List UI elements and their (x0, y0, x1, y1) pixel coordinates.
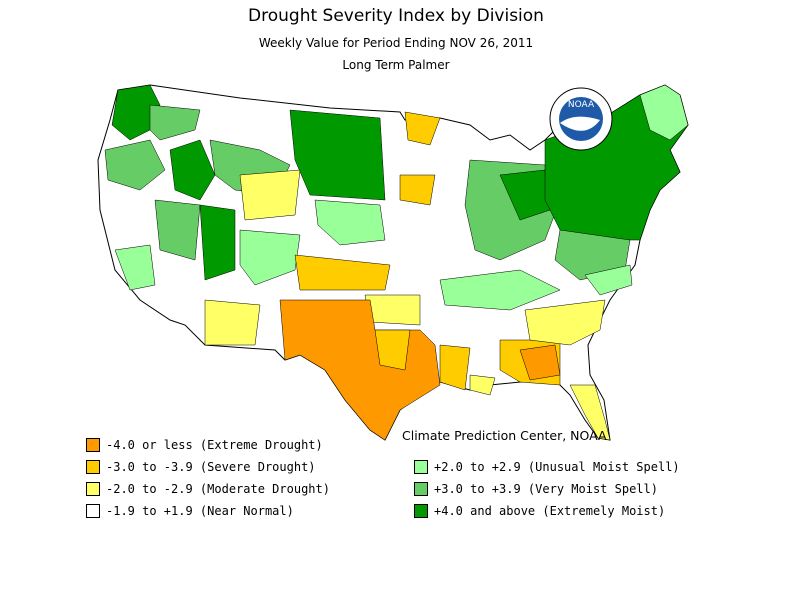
index-name: Long Term Palmer (342, 58, 450, 72)
region-nevada-moist (154, 199, 201, 261)
region-colorado-moist (239, 229, 301, 286)
logo-text: NOAA (568, 100, 595, 110)
legend-item-extremely-moist: +4.0 and above (Extremely Moist) (414, 503, 665, 519)
region-gulf-moderate (469, 374, 496, 396)
legend-label: -3.0 to -3.9 (Severe Drought) (106, 460, 316, 474)
legend-swatch (414, 460, 428, 474)
legend-label: +4.0 and above (Extremely Moist) (434, 504, 666, 518)
legend-swatch (86, 460, 100, 474)
region-dakotas-moist (289, 109, 386, 201)
region-georgia-extreme (519, 344, 561, 381)
legend-item-very-moist: +3.0 to +3.9 (Very Moist Spell) (414, 481, 658, 497)
region-carolina-moist (584, 264, 633, 296)
legend-swatch (86, 438, 100, 452)
noaa-logo: NOAA (549, 87, 613, 151)
region-iowa-severe (399, 174, 436, 206)
legend-swatch (86, 482, 100, 496)
region-southeast-moderate (524, 299, 606, 346)
legend-item-moderate-drought: -2.0 to -2.9 (Moderate Drought) (86, 481, 330, 497)
legend-item-unusual-moist: +2.0 to +2.9 (Unusual Moist Spell) (414, 459, 680, 475)
region-wyoming-moderate (239, 169, 301, 221)
region-kansas-severe (294, 254, 391, 291)
legend-label: -2.0 to -2.9 (Moderate Drought) (106, 482, 330, 496)
legend-label: +3.0 to +3.9 (Very Moist Spell) (434, 482, 658, 496)
region-louisiana-severe (439, 344, 471, 391)
region-washington-moist (149, 104, 201, 141)
region-minnesota-severe (404, 111, 441, 146)
region-southwest-moderate (204, 299, 261, 346)
region-florida-moderate (569, 384, 611, 441)
region-oregon-moist (104, 139, 166, 191)
region-plains-moist (314, 199, 386, 246)
legend-swatch (414, 504, 428, 518)
region-east-texas-severe (374, 329, 411, 371)
legend-label: +2.0 to +2.9 (Unusual Moist Spell) (434, 460, 680, 474)
region-maine-moist (639, 84, 689, 141)
region-utah-moist (199, 204, 236, 281)
legend-label: -1.9 to +1.9 (Near Normal) (106, 504, 294, 518)
legend-item-extreme-drought: -4.0 or less (Extreme Drought) (86, 437, 323, 453)
legend-item-severe-drought: -3.0 to -3.9 (Severe Drought) (86, 459, 316, 475)
legend-label: -4.0 or less (Extreme Drought) (106, 438, 323, 452)
region-tennessee-moist (439, 269, 561, 311)
legend-swatch (86, 504, 100, 518)
map-title: Drought Severity Index by Division (248, 6, 544, 26)
legend-swatch (414, 482, 428, 496)
map-subtitle: Weekly Value for Period Ending NOV 26, 2… (258, 36, 534, 50)
legend-item-near-normal: -1.9 to +1.9 (Near Normal) (86, 503, 294, 519)
region-idaho-moist (169, 139, 216, 201)
credit-text: Climate Prediction Center, NOAA (402, 428, 607, 443)
region-california-moist (114, 244, 156, 291)
